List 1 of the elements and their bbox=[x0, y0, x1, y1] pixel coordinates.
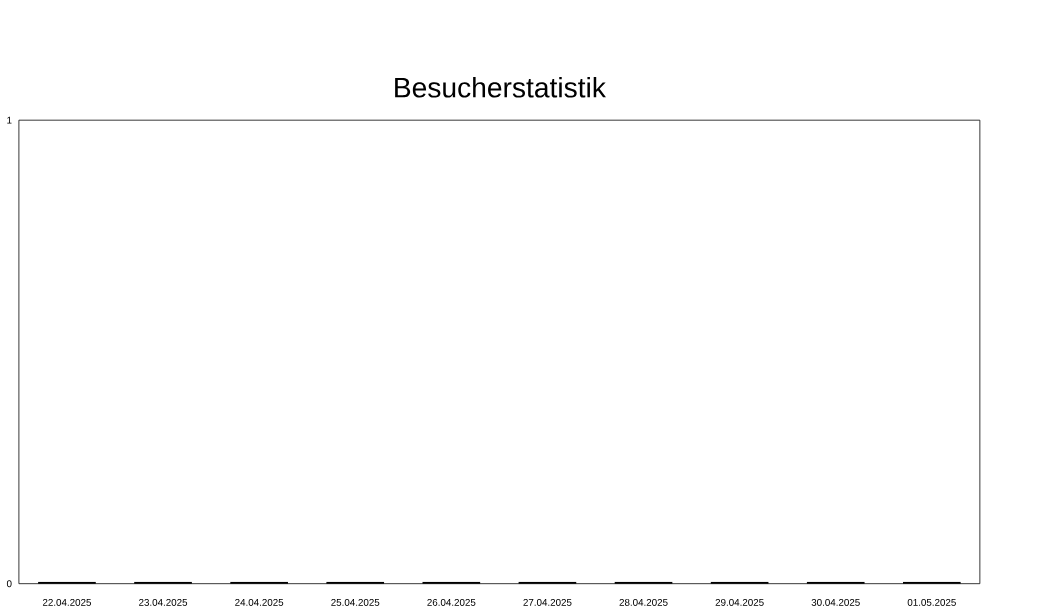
chart-title: Besucherstatistik bbox=[395, 76, 606, 98]
